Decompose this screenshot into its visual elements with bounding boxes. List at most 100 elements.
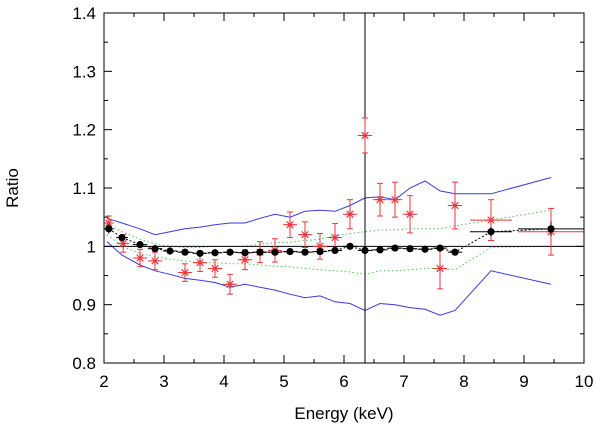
data-point <box>282 211 298 239</box>
data-point <box>132 248 148 268</box>
data-star <box>451 201 459 210</box>
model-point <box>470 227 512 237</box>
x-tick-label: 8 <box>459 372 468 391</box>
model-marker <box>136 240 144 249</box>
model-marker <box>421 245 429 253</box>
model-marker <box>346 242 354 250</box>
model-marker <box>376 246 384 254</box>
model-point <box>297 248 313 256</box>
model-marker <box>286 247 294 256</box>
data-star <box>181 268 189 277</box>
model-marker <box>406 245 414 253</box>
y-tick-label: 1.1 <box>72 179 96 198</box>
model-point <box>147 245 163 253</box>
model-marker <box>151 245 159 253</box>
data-star <box>226 280 234 288</box>
model-point <box>327 246 343 255</box>
x-tick-label: 3 <box>159 372 168 391</box>
model-marker <box>226 248 234 256</box>
data-star <box>136 254 144 262</box>
model-marker <box>256 248 264 256</box>
data-point <box>237 249 253 271</box>
data-star <box>361 131 369 140</box>
model-point <box>104 224 114 234</box>
x-tick-label: 5 <box>279 372 288 391</box>
data-point <box>357 117 373 154</box>
model-point <box>192 249 208 257</box>
model-point <box>162 247 178 255</box>
model-marker <box>331 246 339 255</box>
x-tick-label: 2 <box>99 372 108 391</box>
model-point <box>417 245 433 253</box>
data-point <box>342 199 358 230</box>
data-point <box>312 233 328 260</box>
data-star <box>241 256 249 264</box>
data-star <box>119 239 127 248</box>
data-star <box>406 210 414 218</box>
data-star <box>211 264 219 273</box>
data-point <box>147 251 163 271</box>
data-point <box>402 195 418 234</box>
model-point <box>372 246 388 254</box>
model-point <box>518 221 584 236</box>
data-point <box>447 181 463 230</box>
model-point <box>237 249 253 257</box>
model-point <box>267 248 283 256</box>
model-point <box>387 244 403 252</box>
model-point <box>177 248 193 256</box>
model-marker <box>241 249 249 257</box>
data-star <box>301 230 309 239</box>
x-tick-label: 9 <box>519 372 528 391</box>
y-axis-title: Ratio <box>3 168 22 208</box>
data-point <box>177 263 193 282</box>
model-marker <box>547 225 555 233</box>
model-point <box>222 248 238 256</box>
y-tick-label: 1.4 <box>72 4 96 23</box>
x-tick-label: 7 <box>399 372 408 391</box>
model-marker <box>451 248 459 256</box>
model-point <box>207 249 223 257</box>
model-marker <box>105 225 113 233</box>
envelope-inner-line <box>106 234 552 275</box>
model-point <box>432 244 448 252</box>
data-point <box>372 182 388 217</box>
data-point <box>207 259 223 278</box>
model-marker <box>271 248 279 256</box>
data-point <box>387 181 403 218</box>
data-star <box>391 195 399 204</box>
envelope-inner-line <box>106 209 552 248</box>
model-point <box>357 246 373 255</box>
data-star <box>487 216 495 224</box>
data-star <box>346 210 354 218</box>
model-point <box>132 240 148 249</box>
model-connector-line <box>108 228 552 254</box>
model-marker <box>391 244 399 252</box>
model-point <box>116 233 128 242</box>
model-marker <box>361 246 369 255</box>
data-point <box>432 247 448 290</box>
y-tick-label: 0.9 <box>72 296 96 315</box>
data-point <box>297 221 313 248</box>
envelope-outer-line <box>106 241 552 316</box>
model-marker <box>487 228 495 236</box>
model-point <box>447 248 463 256</box>
data-star <box>151 257 159 265</box>
data-star <box>376 195 384 204</box>
model-point <box>402 245 418 253</box>
model-point <box>342 242 358 250</box>
x-axis-title: Energy (keV) <box>294 404 393 423</box>
data-point <box>470 199 512 241</box>
model-marker <box>436 244 444 252</box>
x-tick-label: 4 <box>219 372 228 391</box>
model-marker <box>211 249 219 257</box>
model-marker <box>316 247 324 256</box>
model-point <box>282 247 298 256</box>
data-star <box>316 242 324 251</box>
data-star <box>196 258 204 267</box>
model-marker <box>166 247 174 255</box>
y-tick-label: 1.3 <box>72 62 96 81</box>
x-tick-label: 10 <box>575 372 594 391</box>
data-star <box>436 264 444 273</box>
data-star <box>331 233 339 242</box>
x-tick-label: 6 <box>339 372 348 391</box>
